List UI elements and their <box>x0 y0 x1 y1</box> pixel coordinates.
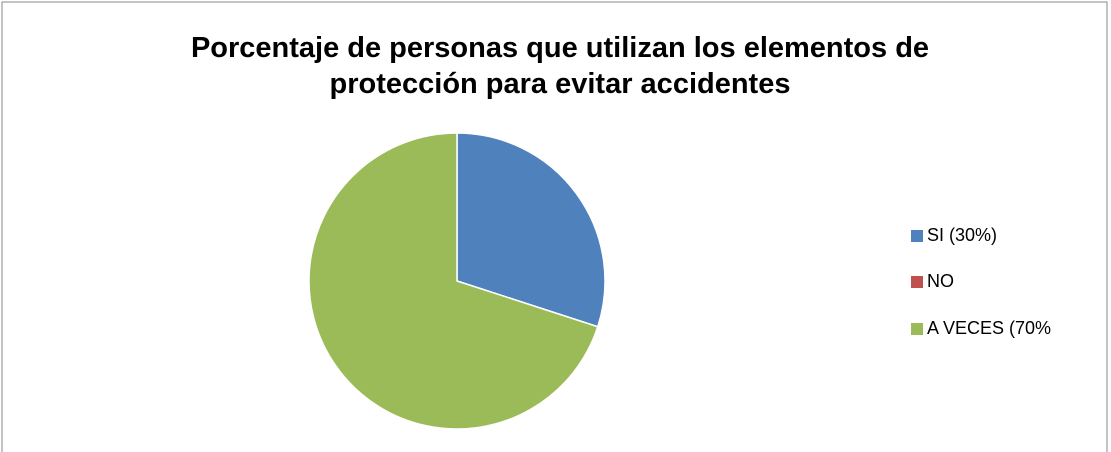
legend-label: A VECES (70% <box>927 318 1051 338</box>
legend-swatch <box>911 276 923 288</box>
chart-title: Porcentaje de personas que utilizan los … <box>190 32 930 100</box>
legend-label: NO <box>927 271 954 291</box>
pie-slice <box>456 132 606 328</box>
legend-label: SI (30%) <box>927 225 997 245</box>
legend-swatch <box>911 230 923 242</box>
legend-swatch <box>911 323 923 335</box>
pie-slice <box>308 132 599 430</box>
